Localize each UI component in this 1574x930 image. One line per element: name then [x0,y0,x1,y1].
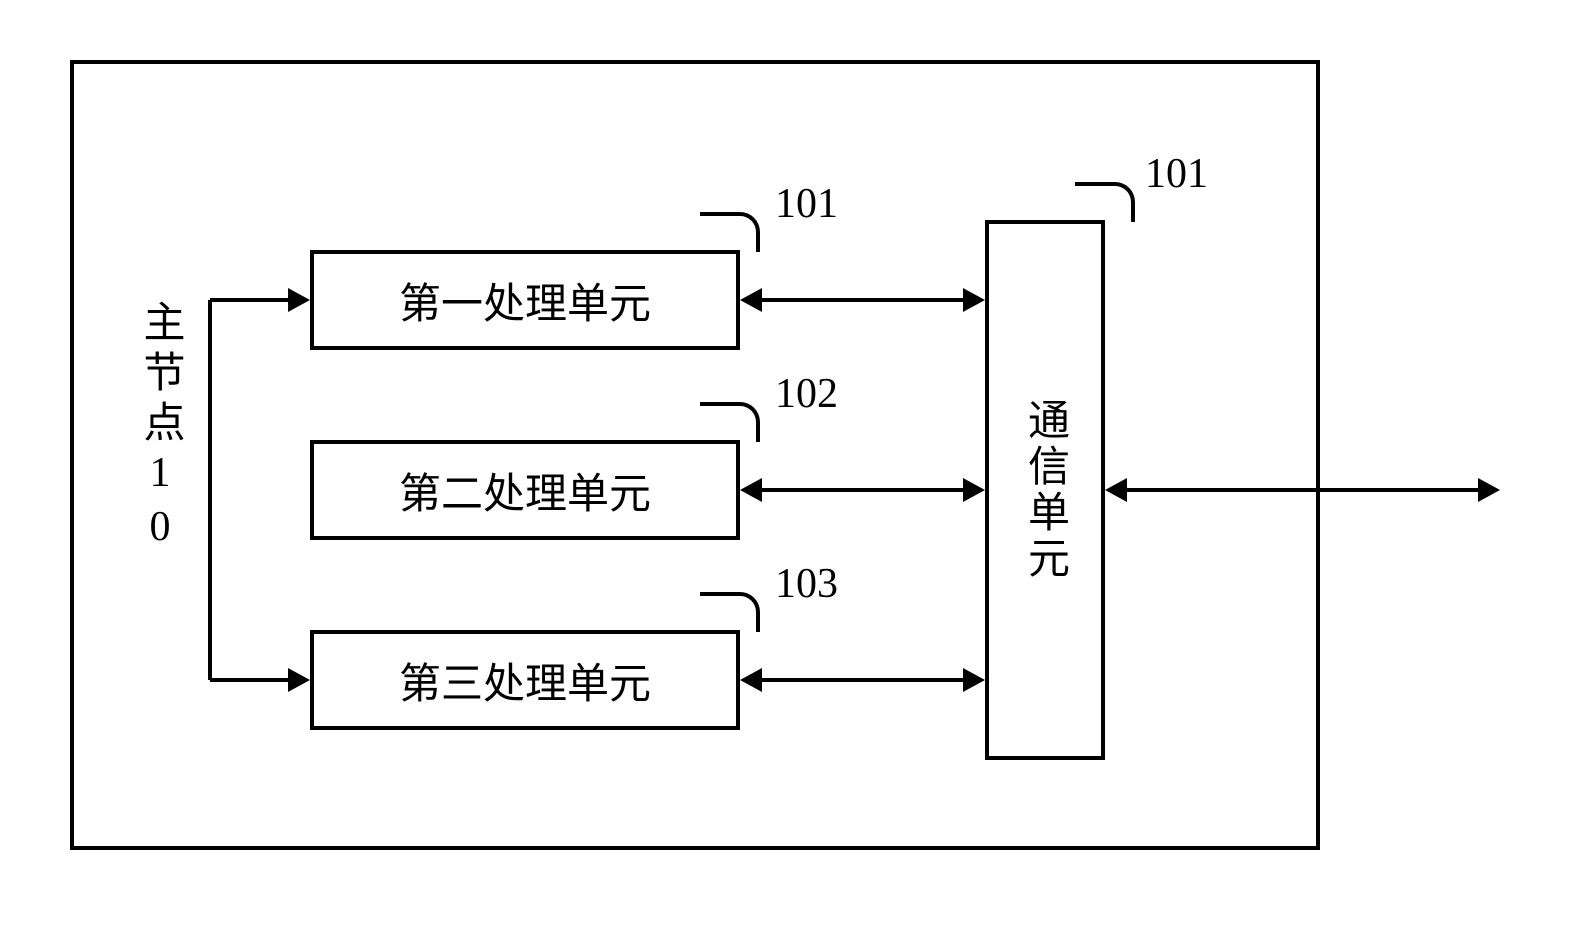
leader-line-unit1 [700,212,760,252]
ref-number-unit3: 103 [775,560,838,608]
unit1-label: 第一处理单元 [399,270,651,331]
leader-line-unit2 [700,402,760,442]
processing-unit-1: 第一处理单元 [310,250,740,350]
communication-unit: 通信单元 [985,220,1105,760]
processing-unit-2: 第二处理单元 [310,440,740,540]
unit2-label: 第二处理单元 [399,460,651,521]
leader-line-comm [1075,182,1135,222]
ref-number-unit1: 101 [775,180,838,228]
processing-unit-3: 第三处理单元 [310,630,740,730]
comm-label: 通信单元 [1015,398,1076,582]
ref-number-comm: 101 [1145,150,1208,198]
unit3-label: 第三处理单元 [399,650,651,711]
master-node-label: 主节点10 [130,300,191,558]
ref-number-unit2: 102 [775,370,838,418]
leader-line-unit3 [700,592,760,632]
